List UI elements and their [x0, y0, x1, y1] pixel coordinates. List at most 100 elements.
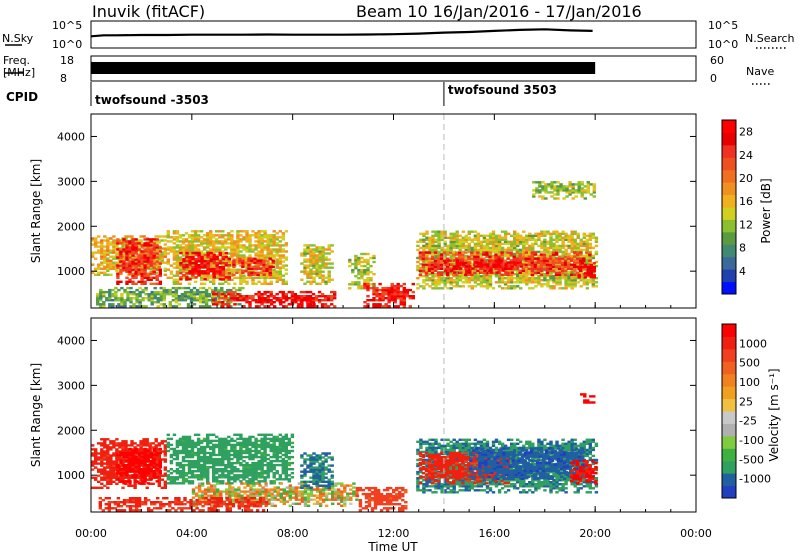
- data-cell: [140, 250, 144, 253]
- data-cell: [111, 303, 115, 306]
- data-cell: [318, 264, 322, 267]
- data-cell: [209, 259, 213, 263]
- data-cell: [533, 261, 538, 264]
- data-cell: [506, 271, 510, 274]
- data-cell: [157, 239, 161, 242]
- data-cell: [312, 266, 316, 269]
- data-cell: [476, 238, 481, 241]
- data-cell: [248, 246, 252, 249]
- data-cell: [570, 265, 574, 268]
- data-cell: [198, 301, 203, 304]
- data-cell: [357, 258, 361, 262]
- data-cell: [434, 283, 438, 286]
- data-cell: [245, 297, 249, 300]
- data-cell: [230, 268, 234, 271]
- data-cell: [476, 259, 480, 262]
- data-cell: [311, 301, 316, 304]
- data-cell: [178, 470, 183, 473]
- data-cell: [522, 260, 526, 264]
- data-cell: [245, 246, 249, 249]
- data-cell: [198, 293, 203, 296]
- data-cell: [582, 283, 586, 286]
- data-cell: [266, 238, 270, 241]
- data-cell: [209, 280, 213, 283]
- data-cell: [425, 232, 429, 235]
- data-cell: [470, 275, 474, 278]
- data-cell: [201, 299, 206, 302]
- data-cell: [306, 305, 310, 308]
- data-cell: [100, 482, 104, 485]
- data-cell: [168, 288, 172, 292]
- data-cell: [491, 236, 496, 239]
- data-cell: [232, 263, 236, 266]
- data-cell: [443, 283, 447, 286]
- data-cell: [372, 260, 376, 264]
- data-cell: [137, 482, 141, 485]
- data-cell: [105, 290, 109, 294]
- data-cell: [230, 230, 234, 233]
- data-cell: [130, 484, 134, 487]
- colorbar-swatch: [722, 157, 736, 171]
- data-cell: [366, 286, 370, 290]
- data-cell: [208, 293, 212, 296]
- data-cell: [221, 278, 225, 281]
- data-cell: [208, 305, 212, 308]
- data-cell: [248, 240, 252, 243]
- data-cell: [193, 232, 198, 235]
- data-cell: [145, 440, 149, 443]
- data-cell: [399, 301, 403, 304]
- data-cell: [402, 293, 406, 296]
- data-cell: [445, 261, 450, 264]
- data-cell: [175, 274, 180, 277]
- data-cell: [169, 236, 174, 239]
- data-cell: [300, 270, 304, 273]
- data-cell: [473, 279, 478, 282]
- data-cell: [212, 236, 216, 239]
- data-cell: [525, 283, 529, 286]
- data-cell: [539, 261, 544, 264]
- data-cell: [202, 258, 207, 261]
- data-cell: [244, 269, 248, 272]
- data-cell: [402, 297, 406, 300]
- data-cell: [318, 250, 322, 253]
- data-cell: [378, 288, 382, 292]
- data-cell: [554, 261, 559, 264]
- data-cell: [209, 274, 213, 277]
- data-cell: [510, 287, 514, 290]
- data-cell: [154, 235, 158, 238]
- data-cell: [233, 252, 237, 255]
- data-cell: [455, 251, 459, 254]
- data-cell: [293, 299, 298, 302]
- data-cell: [497, 273, 502, 276]
- data-cell: [452, 236, 456, 239]
- data-cell: [305, 301, 310, 304]
- data-cell: [226, 301, 230, 304]
- data-cell: [175, 260, 180, 263]
- data-cell: [503, 259, 507, 262]
- data-cell: [510, 285, 514, 288]
- data-cell: [236, 246, 240, 249]
- data-cell: [133, 446, 137, 449]
- data-cell: [425, 252, 429, 256]
- data-cell: [321, 276, 325, 279]
- data-cell: [158, 451, 162, 455]
- data-cell: [160, 474, 164, 477]
- data-cell: [585, 256, 589, 260]
- data-cell: [439, 267, 444, 270]
- data-cell: [570, 248, 574, 252]
- data-cell: [112, 470, 116, 473]
- data-cell: [418, 273, 423, 276]
- data-cell: [470, 277, 474, 280]
- data-cell: [163, 247, 167, 250]
- data-cell: [157, 482, 161, 485]
- data-cell: [97, 267, 101, 270]
- data-cell: [375, 293, 379, 296]
- data-cell: [430, 255, 435, 258]
- data-cell: [204, 290, 209, 294]
- data-cell: [573, 261, 577, 264]
- data-cell: [202, 240, 207, 243]
- data-cell: [227, 276, 231, 279]
- data-cell: [125, 451, 129, 455]
- data-cell: [169, 476, 174, 479]
- data-cell: [131, 258, 135, 261]
